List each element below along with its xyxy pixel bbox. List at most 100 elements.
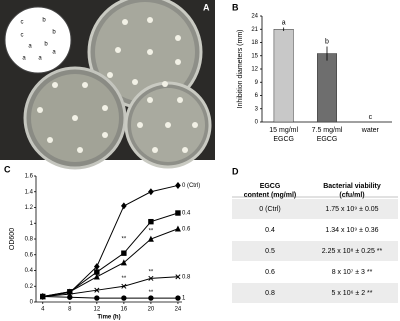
x-tick-label: EGCG — [317, 136, 338, 143]
series-line — [42, 184, 179, 297]
marker — [175, 181, 181, 189]
panel-label: B — [232, 2, 239, 12]
marker — [93, 263, 100, 271]
table-header: (cfu/ml) — [339, 192, 364, 199]
inset-label: b — [44, 42, 48, 48]
table-cell: 2.25 x 10⁸ ± 0.25 ** — [322, 248, 383, 255]
inset-label: a — [28, 44, 32, 50]
panel-label: D — [232, 166, 239, 176]
inset-label: a — [52, 50, 56, 56]
y-tick-label: 3 — [255, 106, 259, 112]
y-axis-label: OD600 — [9, 228, 16, 250]
y-tick-label: 0 — [30, 300, 34, 306]
bar — [273, 29, 294, 123]
marker — [174, 225, 181, 232]
petri-dishes — [23, 0, 212, 170]
x-tick-label: 8 — [68, 307, 72, 313]
y-tick-label: 0.6 — [25, 252, 34, 258]
table-cell: 0.6 — [265, 269, 275, 276]
bar — [317, 53, 337, 123]
significance-letter: c — [369, 114, 373, 121]
series-line — [42, 212, 179, 297]
inset-label: a — [22, 56, 26, 62]
table-cell: 0.4 — [265, 227, 275, 234]
x-tick-label: 7.5 mg/ml — [312, 127, 343, 134]
table-row — [232, 241, 398, 261]
annotation: ** — [149, 229, 154, 235]
marker — [175, 274, 181, 280]
annotation: ** — [149, 270, 154, 276]
table-cell: 1.34 x 10⁹ ± 0.36 — [325, 227, 378, 234]
inset-label: b — [42, 18, 46, 24]
series-label: 0.8 — [182, 274, 191, 280]
y-tick-label: 1.2 — [25, 205, 34, 211]
table-header: Bacterial viability — [323, 183, 381, 190]
y-tick-label: 9 — [255, 80, 259, 86]
annotation: ** — [122, 237, 127, 243]
series-label: 1 — [182, 296, 186, 302]
marker — [120, 259, 127, 266]
x-tick-label: water — [361, 127, 380, 134]
marker — [148, 188, 154, 196]
inset-diagram — [4, 6, 72, 74]
y-tick-label: 0 — [255, 120, 259, 126]
series-label: 0.6 — [182, 226, 191, 232]
inset-label: b — [52, 30, 56, 36]
marker — [94, 287, 100, 293]
marker — [148, 218, 154, 225]
inset-label: a — [38, 56, 42, 62]
marker — [147, 235, 154, 242]
y-tick-label: 12 — [251, 67, 258, 73]
marker — [121, 202, 127, 210]
x-tick-label: 16 — [121, 307, 128, 313]
x-axis-label: Time (h) — [97, 315, 120, 321]
series-label: 0 (Ctrl) — [182, 183, 200, 189]
table-cell: 1.75 x 10⁹ ± 0.05 — [325, 206, 378, 213]
marker — [148, 295, 154, 301]
table-header: EGCG — [260, 183, 281, 190]
y-tick-label: 1 — [30, 221, 34, 227]
annotation: ** — [149, 290, 154, 296]
annotation: ** — [122, 276, 127, 282]
y-tick-label: 0.2 — [25, 284, 34, 290]
marker — [93, 273, 100, 280]
series-line — [42, 276, 178, 297]
y-tick-label: 0.4 — [25, 268, 34, 274]
y-tick-label: 15 — [251, 53, 258, 59]
table-row — [232, 199, 398, 219]
series-label: 0.4 — [182, 211, 191, 217]
x-tick-label: EGCG — [273, 136, 294, 143]
marker — [175, 295, 181, 301]
table-cell: 0 (Ctrl) — [259, 206, 280, 213]
x-tick-label: 20 — [148, 307, 155, 313]
y-tick-label: 1.4 — [25, 189, 34, 195]
marker — [121, 295, 127, 301]
table-cell: 5 x 10⁶ ± 2 ** — [332, 290, 373, 297]
y-tick-label: 18 — [251, 40, 258, 46]
y-tick-label: 21 — [251, 27, 258, 33]
significance-letter: a — [282, 19, 286, 26]
marker — [67, 294, 73, 300]
table-row — [232, 283, 398, 303]
series-line — [42, 295, 178, 299]
y-tick-label: 6 — [255, 93, 259, 99]
y-tick-label: 24 — [251, 14, 258, 20]
significance-letter: b — [325, 38, 329, 45]
inset-label: c — [21, 33, 24, 39]
marker — [148, 275, 154, 281]
table-cell: 0.8 — [265, 290, 275, 297]
x-tick-label: 24 — [175, 307, 182, 313]
panel-label: A — [203, 2, 210, 12]
table-cell: 8 x 10⁷ ± 3 ** — [332, 269, 373, 276]
table-cell: 0.5 — [265, 248, 275, 255]
series-line — [42, 228, 179, 297]
marker — [121, 283, 127, 289]
panel-label: C — [4, 164, 11, 174]
marker — [175, 210, 181, 216]
y-tick-label: 0.8 — [25, 237, 34, 243]
table-row — [232, 262, 398, 282]
marker — [40, 293, 46, 300]
x-tick-label: 4 — [41, 307, 45, 313]
